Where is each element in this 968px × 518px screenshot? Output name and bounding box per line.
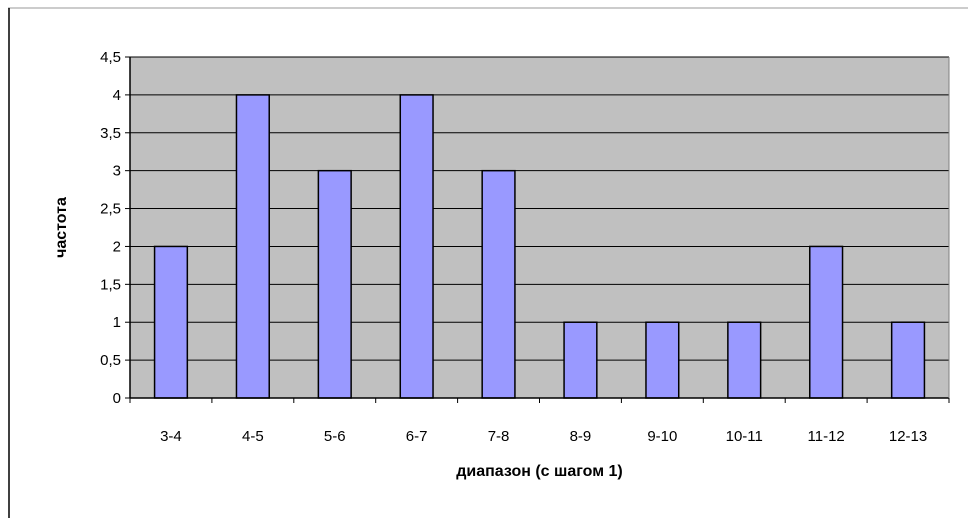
y-tick-label: 3,5 — [100, 125, 121, 142]
x-axis-title: диапазон (с шагом 1) — [456, 463, 623, 480]
y-axis-title: частота — [53, 197, 70, 258]
y-tick-label: 2,5 — [100, 201, 121, 218]
axes — [125, 56, 950, 403]
x-tick-label: 7-8 — [488, 428, 510, 445]
y-tick-label: 1,5 — [100, 276, 121, 293]
bar-12-13 — [890, 321, 926, 399]
x-tick-label: 12-13 — [889, 428, 927, 445]
x-tick-label: 10-11 — [726, 428, 763, 445]
x-tick-label: 8-9 — [570, 428, 592, 445]
y-tick-labels: 0 0,5 1 1,5 2 2,5 3 3,5 4 4,5 — [100, 49, 121, 407]
x-tick-label: 9-10 — [647, 428, 677, 445]
y-tick-label: 0 — [113, 390, 121, 407]
bar-9-10 — [645, 321, 680, 399]
bar-5-6 — [317, 169, 352, 399]
y-tick-label: 2 — [113, 238, 121, 255]
bar-4-5 — [235, 94, 270, 399]
x-tick-label: 4-5 — [242, 428, 264, 445]
bar-3-4 — [153, 245, 189, 399]
y-tick-label: 4 — [113, 87, 121, 104]
bar-8-9 — [563, 321, 598, 399]
x-tick-label: 11-12 — [808, 428, 845, 445]
x-tick-labels: 3-4 4-5 5-6 6-7 7-8 8-9 9-10 10-11 11-12 12-13 — [160, 428, 927, 445]
x-tick-label: 5-6 — [324, 428, 346, 445]
y-tick-label: 4,5 — [100, 49, 121, 66]
x-tick-label: 3-4 — [160, 428, 182, 445]
bar-7-8 — [481, 169, 516, 399]
bar-6-7 — [399, 94, 434, 399]
y-tick-label: 3 — [113, 163, 121, 180]
bar-series — [153, 94, 926, 399]
y-tick-label: 1 — [113, 314, 121, 331]
bar-11-12 — [809, 245, 844, 399]
x-tick-label: 6-7 — [406, 428, 428, 445]
y-tick-label: 0,5 — [100, 352, 121, 369]
bar-10-11 — [727, 321, 762, 399]
